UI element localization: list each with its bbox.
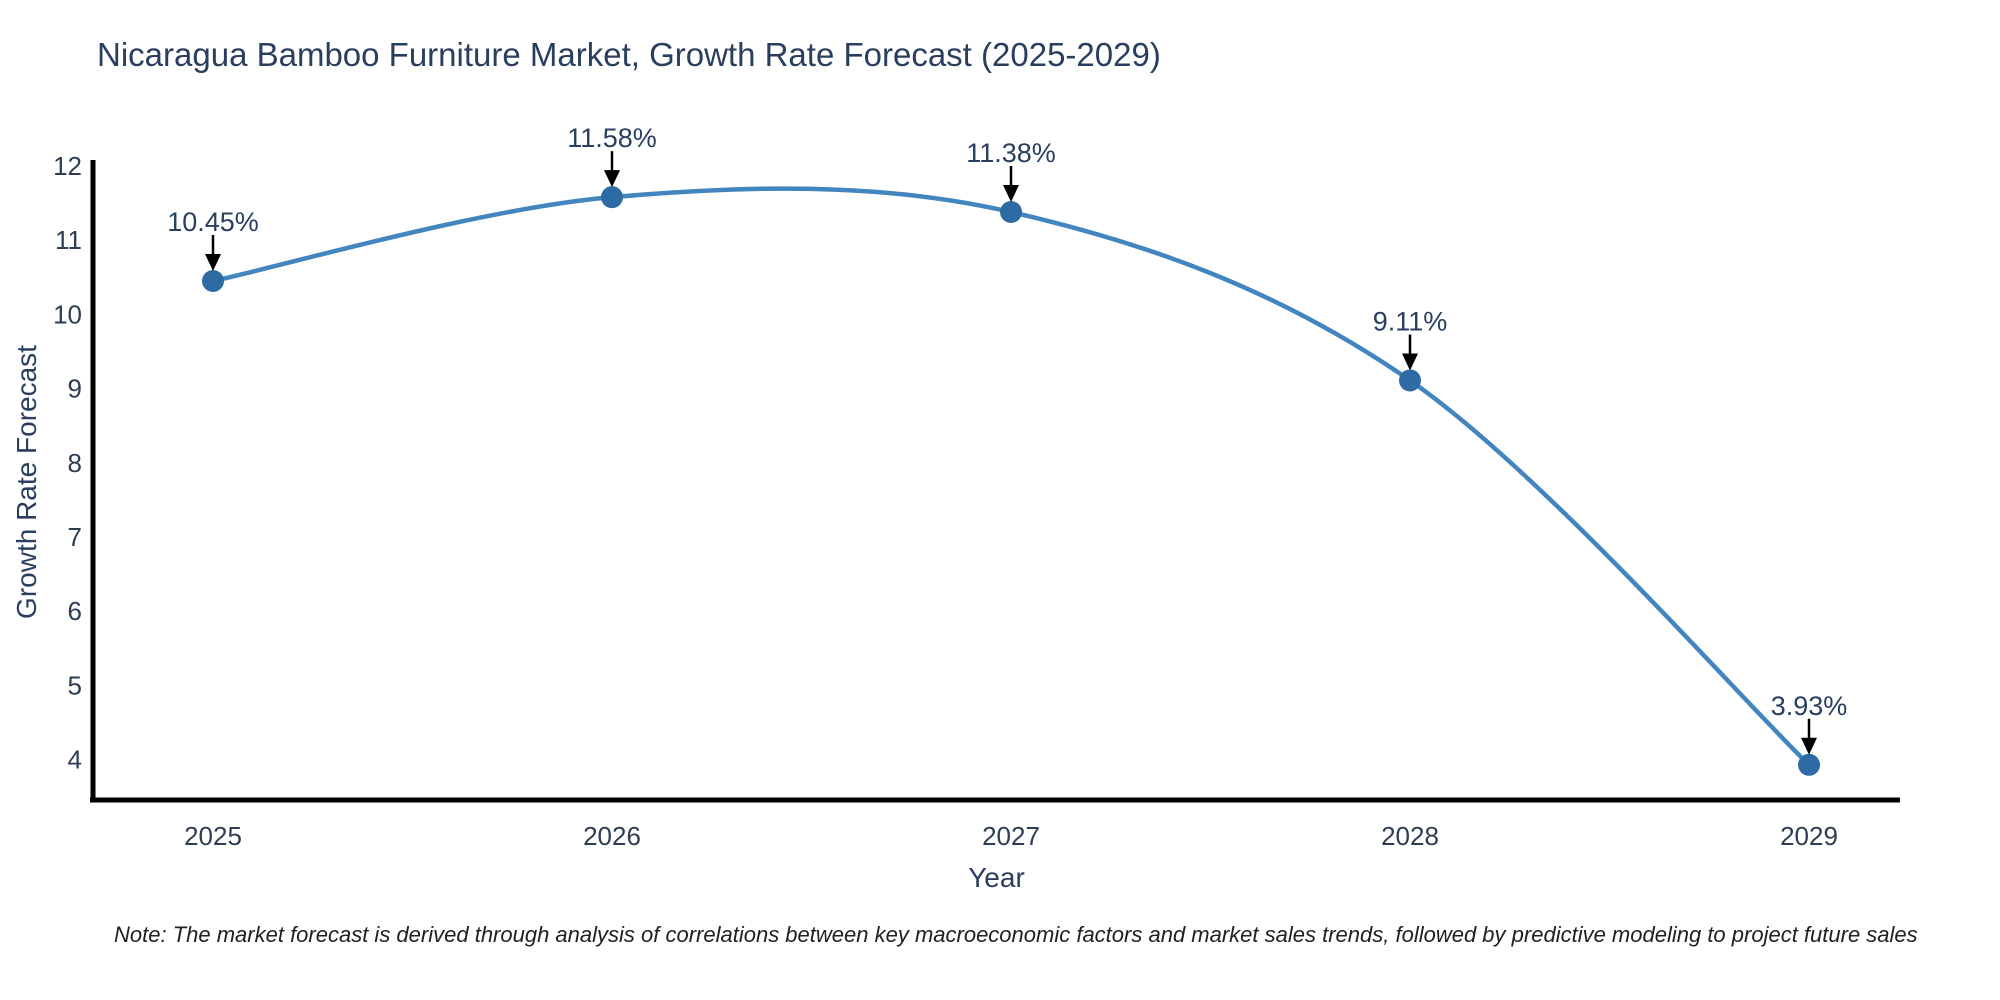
annotation-arrow-head-2025 — [205, 254, 221, 272]
x-tick-label-2025: 2025 — [184, 821, 242, 851]
y-tick-label-8: 8 — [68, 448, 82, 478]
data-point-2025[interactable] — [202, 270, 224, 293]
data-point-2026[interactable] — [601, 186, 623, 209]
y-axis-title: Growth Rate Forecast — [11, 345, 42, 619]
data-point-2028[interactable] — [1399, 369, 1421, 392]
x-tick-label-2027: 2027 — [982, 821, 1040, 851]
annotation-arrow-head-2028 — [1402, 353, 1418, 371]
data-point-2027[interactable] — [1000, 201, 1022, 224]
annotation-label-2027: 11.38% — [966, 138, 1056, 168]
y-tick-label-10: 10 — [53, 299, 82, 329]
annotation-arrow-head-2029 — [1801, 737, 1817, 755]
y-tick-label-5: 5 — [68, 670, 82, 700]
note-text: Note: The market forecast is derived thr… — [114, 922, 1918, 947]
x-tick-label-2029: 2029 — [1780, 821, 1838, 851]
y-tick-label-7: 7 — [68, 522, 82, 552]
annotation-label-2028: 9.11% — [1373, 306, 1448, 336]
y-tick-label-12: 12 — [53, 151, 82, 181]
annotation-label-2026: 11.58% — [567, 123, 657, 153]
x-tick-label-2028: 2028 — [1381, 821, 1439, 851]
annotation-arrow-head-2027 — [1003, 185, 1019, 203]
y-tick-label-11: 11 — [55, 225, 82, 255]
annotation-label-2029: 3.93% — [1771, 691, 1848, 721]
forecast-trend-line — [210, 186, 1812, 768]
x-tick-label-2026: 2026 — [583, 821, 641, 851]
y-tick-label-9: 9 — [68, 374, 82, 404]
y-tick-label-4: 4 — [68, 745, 82, 775]
chart-title: Nicaragua Bamboo Furniture Market, Growt… — [97, 36, 1161, 73]
annotation-label-2025: 10.45% — [167, 207, 259, 237]
annotation-arrow-head-2026 — [604, 170, 620, 188]
x-axis-title: Year — [968, 862, 1025, 893]
y-tick-label-6: 6 — [68, 596, 82, 626]
data-point-2029[interactable] — [1798, 753, 1820, 776]
